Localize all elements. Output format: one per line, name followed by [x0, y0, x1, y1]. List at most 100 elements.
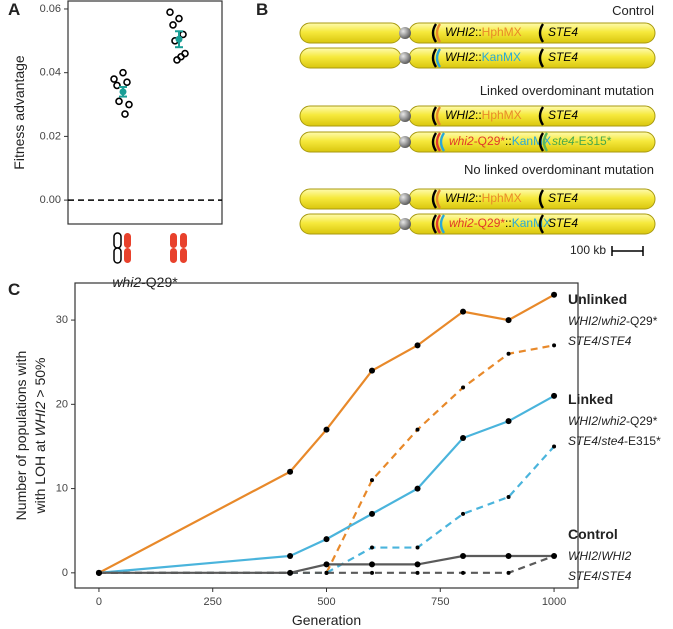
text-run: 30 [56, 314, 68, 326]
locus-marker [431, 132, 438, 152]
text-run: STE4 [548, 191, 578, 205]
legend-entry: STE4/STE4 [568, 334, 632, 348]
locus-marker [435, 48, 442, 68]
text-run: :: [475, 108, 482, 122]
series-point [287, 468, 294, 475]
chromosome-arm [299, 131, 402, 153]
y-tick-label: 20 [56, 398, 68, 410]
locus-label: STE4 [548, 191, 578, 205]
mean-point [175, 35, 183, 43]
text-run: 1000 [542, 596, 566, 608]
label-part: :: [505, 134, 512, 148]
text-run: No linked overdominant mutation [464, 162, 654, 177]
label-part: STE4 [548, 50, 578, 64]
text-run: WHI2 [568, 549, 598, 563]
series-point [370, 570, 375, 575]
label-part: KanMX [512, 216, 551, 230]
label-part: whi2-Q29* [449, 216, 505, 230]
mean-point [119, 88, 127, 96]
text-run: -E315* [624, 434, 661, 448]
text-run: ste4 [552, 134, 575, 148]
text-run: 10 [56, 482, 68, 494]
data-point [115, 97, 123, 106]
text-run: Number of populations with [13, 351, 29, 521]
chromosome-icon [170, 248, 177, 263]
text-run: WHI2 [445, 50, 475, 64]
legend-entry: STE4/STE4 [568, 569, 632, 583]
group-title: No linked overdominant mutation [464, 162, 654, 177]
series-point [506, 570, 511, 575]
text-run: STE4 [568, 569, 598, 583]
legend-group: Control [568, 526, 618, 542]
text-run: :: [475, 191, 482, 205]
text-run: 0.02 [40, 130, 61, 142]
series-line [98, 394, 555, 574]
locus-label: WHI2::HphMX [445, 25, 522, 39]
series-point [460, 308, 467, 315]
text-run: -Q29* [474, 216, 506, 230]
locus-marker [435, 23, 442, 43]
locus-marker [431, 106, 438, 126]
label-part: STE4 [548, 108, 578, 122]
data-point [175, 14, 183, 23]
series-point [460, 552, 467, 559]
text-run: WHI2 [568, 314, 598, 328]
label-part: HphMX [482, 108, 522, 122]
chromosome-arm [299, 22, 402, 44]
x-axis-label: Generation [292, 612, 361, 628]
locus-label: STE4 [548, 50, 578, 64]
label-part: WHI2:: [445, 25, 482, 39]
series-point [506, 351, 511, 356]
text-run: HphMX [482, 191, 522, 205]
text-run: Control [612, 3, 654, 18]
centromere [399, 52, 411, 64]
text-run: Unlinked [568, 291, 627, 307]
series-line [98, 445, 555, 574]
data-point [123, 78, 131, 87]
chromosome-icon [170, 233, 177, 248]
data-point [119, 68, 127, 77]
text-run: B [256, 0, 268, 19]
series-point [506, 495, 511, 500]
data-point [110, 75, 118, 83]
text-run: WHI2 [601, 549, 631, 563]
text-run: STE4 [601, 569, 631, 583]
genotype-icons [113, 232, 187, 264]
legend-entry: WHI2/whi2-Q29* [568, 314, 658, 328]
text-run: Fitness advantage [11, 55, 27, 170]
chromosome-arm [299, 105, 402, 127]
x-tick-label: 0 [96, 596, 102, 608]
series-point [505, 418, 512, 425]
text-run: KanMX [512, 216, 551, 230]
y-tick-label: 30 [56, 314, 68, 326]
text-run: STE4 [601, 334, 631, 348]
locus-marker [431, 214, 438, 234]
x-tick-label: 1000 [542, 596, 566, 608]
text-run: STE4 [548, 25, 578, 39]
label-part: STE4 [548, 216, 578, 230]
text-run: WHI2 [32, 401, 48, 436]
plot-frame [67, 0, 223, 225]
label-part: WHI2:: [445, 108, 482, 122]
text-run: / [598, 334, 602, 348]
series-point [460, 435, 467, 442]
y-tick-label: 0 [62, 567, 68, 579]
series-point [415, 570, 420, 575]
series-point [551, 392, 558, 399]
panel-label: C [8, 280, 20, 299]
chromosome-arm [299, 47, 402, 69]
text-run: whi2 [112, 274, 141, 290]
text-run: / [598, 569, 602, 583]
text-run: -E315* [575, 134, 612, 148]
x-tick-label: 250 [204, 596, 222, 608]
x-tick-label: 500 [317, 596, 335, 608]
label-part: ste4-E315* [552, 134, 612, 148]
chromosome-arm [299, 188, 402, 210]
label-part: WHI2:: [445, 50, 482, 64]
series-point [323, 561, 330, 568]
text-run: 0.04 [40, 67, 61, 79]
series-point [287, 552, 294, 559]
legend-entry: WHI2/whi2-Q29* [568, 414, 658, 428]
series-line [98, 293, 555, 574]
text-run: Control [568, 526, 618, 542]
